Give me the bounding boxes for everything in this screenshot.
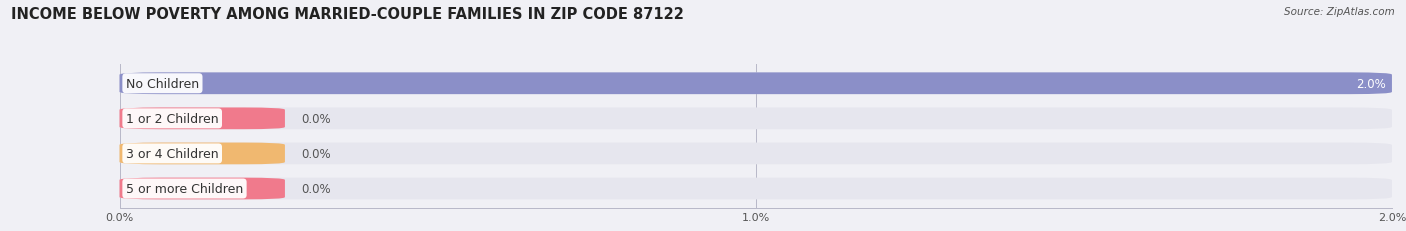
Text: No Children: No Children xyxy=(127,77,200,90)
Text: 3 or 4 Children: 3 or 4 Children xyxy=(127,147,218,160)
Text: Source: ZipAtlas.com: Source: ZipAtlas.com xyxy=(1284,7,1395,17)
Text: 5 or more Children: 5 or more Children xyxy=(127,182,243,195)
FancyBboxPatch shape xyxy=(120,178,1392,200)
FancyBboxPatch shape xyxy=(120,108,1392,130)
Text: 0.0%: 0.0% xyxy=(301,182,330,195)
Text: INCOME BELOW POVERTY AMONG MARRIED-COUPLE FAMILIES IN ZIP CODE 87122: INCOME BELOW POVERTY AMONG MARRIED-COUPL… xyxy=(11,7,685,22)
FancyBboxPatch shape xyxy=(120,73,1392,95)
FancyBboxPatch shape xyxy=(120,143,1392,164)
FancyBboxPatch shape xyxy=(120,108,285,130)
FancyBboxPatch shape xyxy=(120,178,285,200)
Text: 2.0%: 2.0% xyxy=(1355,77,1385,90)
Text: 1 or 2 Children: 1 or 2 Children xyxy=(127,112,218,125)
Text: 0.0%: 0.0% xyxy=(301,147,330,160)
FancyBboxPatch shape xyxy=(120,143,285,164)
FancyBboxPatch shape xyxy=(120,73,1392,95)
Text: 0.0%: 0.0% xyxy=(301,112,330,125)
